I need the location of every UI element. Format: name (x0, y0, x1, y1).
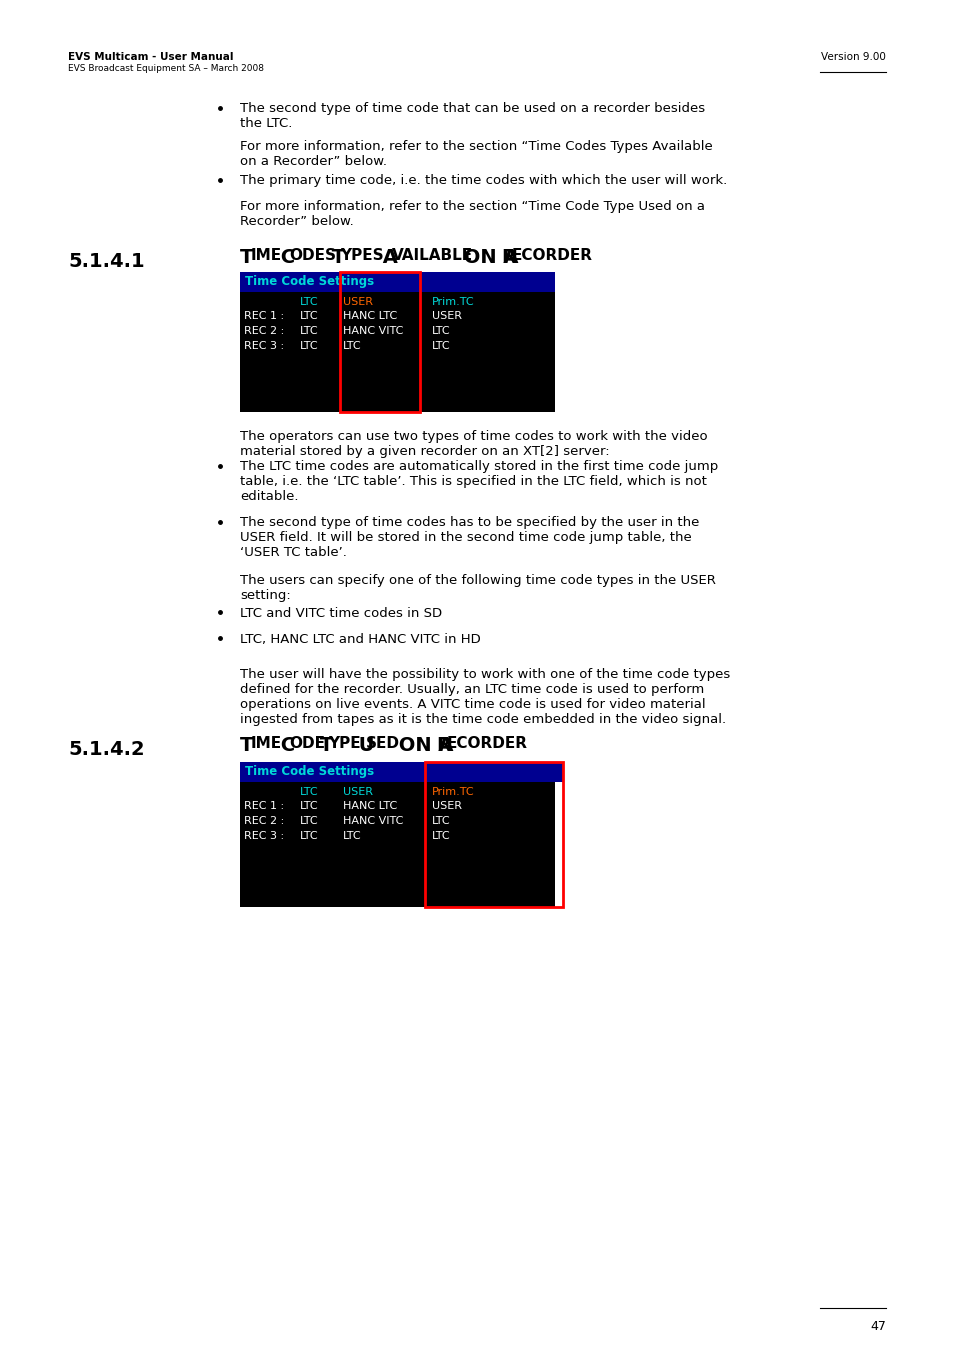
Bar (240, 271, 555, 412)
Text: defined for the recorder. Usually, an LTC time code is used to perform: defined for the recorder. Usually, an LT… (240, 683, 703, 697)
Text: U: U (352, 736, 375, 755)
Text: table, i.e. the ‘LTC table’. This is specified in the LTC field, which is not: table, i.e. the ‘LTC table’. This is spe… (240, 475, 706, 487)
Text: ODES: ODES (289, 248, 335, 263)
Text: 5.1.4.1: 5.1.4.1 (68, 252, 145, 271)
Text: material stored by a given recorder on an XT[2] server:: material stored by a given recorder on a… (240, 446, 609, 458)
Text: The user will have the possibility to work with one of the time code types: The user will have the possibility to wo… (240, 668, 729, 680)
Text: HANC VITC: HANC VITC (343, 815, 403, 826)
Text: REC 3 :: REC 3 : (244, 342, 284, 351)
Text: LTC and VITC time codes in SD: LTC and VITC time codes in SD (240, 608, 441, 620)
Text: LTC: LTC (299, 815, 318, 826)
Text: LTC: LTC (299, 325, 318, 336)
Text: Version 9.00: Version 9.00 (821, 53, 885, 62)
Text: The operators can use two types of time codes to work with the video: The operators can use two types of time … (240, 431, 707, 443)
Text: LTC: LTC (299, 310, 318, 321)
Text: IME: IME (251, 248, 282, 263)
Text: LTC: LTC (299, 297, 318, 306)
Text: ECORDER: ECORDER (447, 736, 527, 751)
Text: Prim.TC: Prim.TC (432, 787, 475, 796)
Bar (424, 761, 562, 782)
Text: VAILABLE: VAILABLE (392, 248, 473, 263)
Text: LTC: LTC (343, 832, 361, 841)
Text: REC 3 :: REC 3 : (244, 832, 284, 841)
Text: ODE: ODE (289, 736, 325, 751)
Text: IME: IME (251, 736, 282, 751)
Text: the LTC.: the LTC. (240, 117, 292, 130)
Text: The second type of time code that can be used on a recorder besides: The second type of time code that can be… (240, 103, 704, 115)
Text: R: R (436, 736, 451, 755)
Text: ON A: ON A (456, 248, 525, 267)
Text: USER: USER (343, 787, 373, 796)
Text: HANC LTC: HANC LTC (343, 801, 396, 811)
Text: LTC: LTC (299, 801, 318, 811)
Text: 47: 47 (869, 1320, 885, 1332)
Text: EVS Multicam - User Manual: EVS Multicam - User Manual (68, 53, 233, 62)
Text: Prim.TC: Prim.TC (432, 297, 475, 306)
Text: LTC: LTC (343, 342, 361, 351)
Text: LTC: LTC (299, 342, 318, 351)
Text: LTC: LTC (432, 342, 450, 351)
Text: Recorder” below.: Recorder” below. (240, 215, 354, 228)
Text: LTC: LTC (299, 832, 318, 841)
Text: The LTC time codes are automatically stored in the first time code jump: The LTC time codes are automatically sto… (240, 460, 718, 472)
Text: SED: SED (366, 736, 399, 751)
Text: HANC VITC: HANC VITC (343, 325, 403, 336)
Bar (240, 271, 555, 292)
Text: T: T (313, 736, 333, 755)
Text: REC 1 :: REC 1 : (244, 801, 284, 811)
Text: ingested from tapes as it is the time code embedded in the video signal.: ingested from tapes as it is the time co… (240, 713, 725, 726)
Text: C: C (274, 248, 294, 267)
Text: LTC, HANC LTC and HANC VITC in HD: LTC, HANC LTC and HANC VITC in HD (240, 633, 480, 647)
Text: USER: USER (432, 801, 461, 811)
Text: USER: USER (432, 310, 461, 321)
Text: setting:: setting: (240, 589, 291, 602)
Text: LTC: LTC (432, 832, 450, 841)
Text: editable.: editable. (240, 490, 298, 504)
Text: T: T (240, 248, 253, 267)
Text: For more information, refer to the section “Time Codes Types Available: For more information, refer to the secti… (240, 140, 712, 153)
Text: USER field. It will be stored in the second time code jump table, the: USER field. It will be stored in the sec… (240, 531, 691, 544)
Text: Time Code Settings: Time Code Settings (245, 275, 374, 289)
Text: YPES: YPES (339, 248, 383, 263)
Text: C: C (274, 736, 294, 755)
Text: The second type of time codes has to be specified by the user in the: The second type of time codes has to be … (240, 516, 699, 529)
Text: LTC: LTC (432, 815, 450, 826)
Text: USER: USER (343, 297, 373, 306)
Text: ECORDER: ECORDER (512, 248, 593, 263)
Text: Time Code Settings: Time Code Settings (245, 765, 374, 779)
Text: on a Recorder” below.: on a Recorder” below. (240, 155, 387, 167)
Text: 5.1.4.2: 5.1.4.2 (68, 740, 145, 759)
Text: operations on live events. A VITC time code is used for video material: operations on live events. A VITC time c… (240, 698, 705, 711)
Bar (339, 271, 419, 412)
Bar (424, 761, 562, 907)
Text: REC 2 :: REC 2 : (244, 815, 284, 826)
Text: For more information, refer to the section “Time Code Type Used on a: For more information, refer to the secti… (240, 200, 704, 213)
Bar (240, 761, 555, 782)
Text: ‘USER TC table’.: ‘USER TC table’. (240, 545, 347, 559)
Text: LTC: LTC (432, 325, 450, 336)
Text: REC 1 :: REC 1 : (244, 310, 284, 321)
Text: ON A: ON A (392, 736, 459, 755)
Text: HANC LTC: HANC LTC (343, 310, 396, 321)
Text: LTC: LTC (299, 787, 318, 796)
Text: The users can specify one of the following time code types in the USER: The users can specify one of the followi… (240, 574, 715, 587)
Text: R: R (500, 248, 516, 267)
Text: YPE: YPE (328, 736, 360, 751)
Bar (240, 761, 555, 907)
Text: T: T (325, 248, 345, 267)
Text: EVS Broadcast Equipment SA – March 2008: EVS Broadcast Equipment SA – March 2008 (68, 63, 264, 73)
Text: The primary time code, i.e. the time codes with which the user will work.: The primary time code, i.e. the time cod… (240, 174, 726, 188)
Text: REC 2 :: REC 2 : (244, 325, 284, 336)
Text: T: T (240, 736, 253, 755)
Text: A: A (375, 248, 397, 267)
